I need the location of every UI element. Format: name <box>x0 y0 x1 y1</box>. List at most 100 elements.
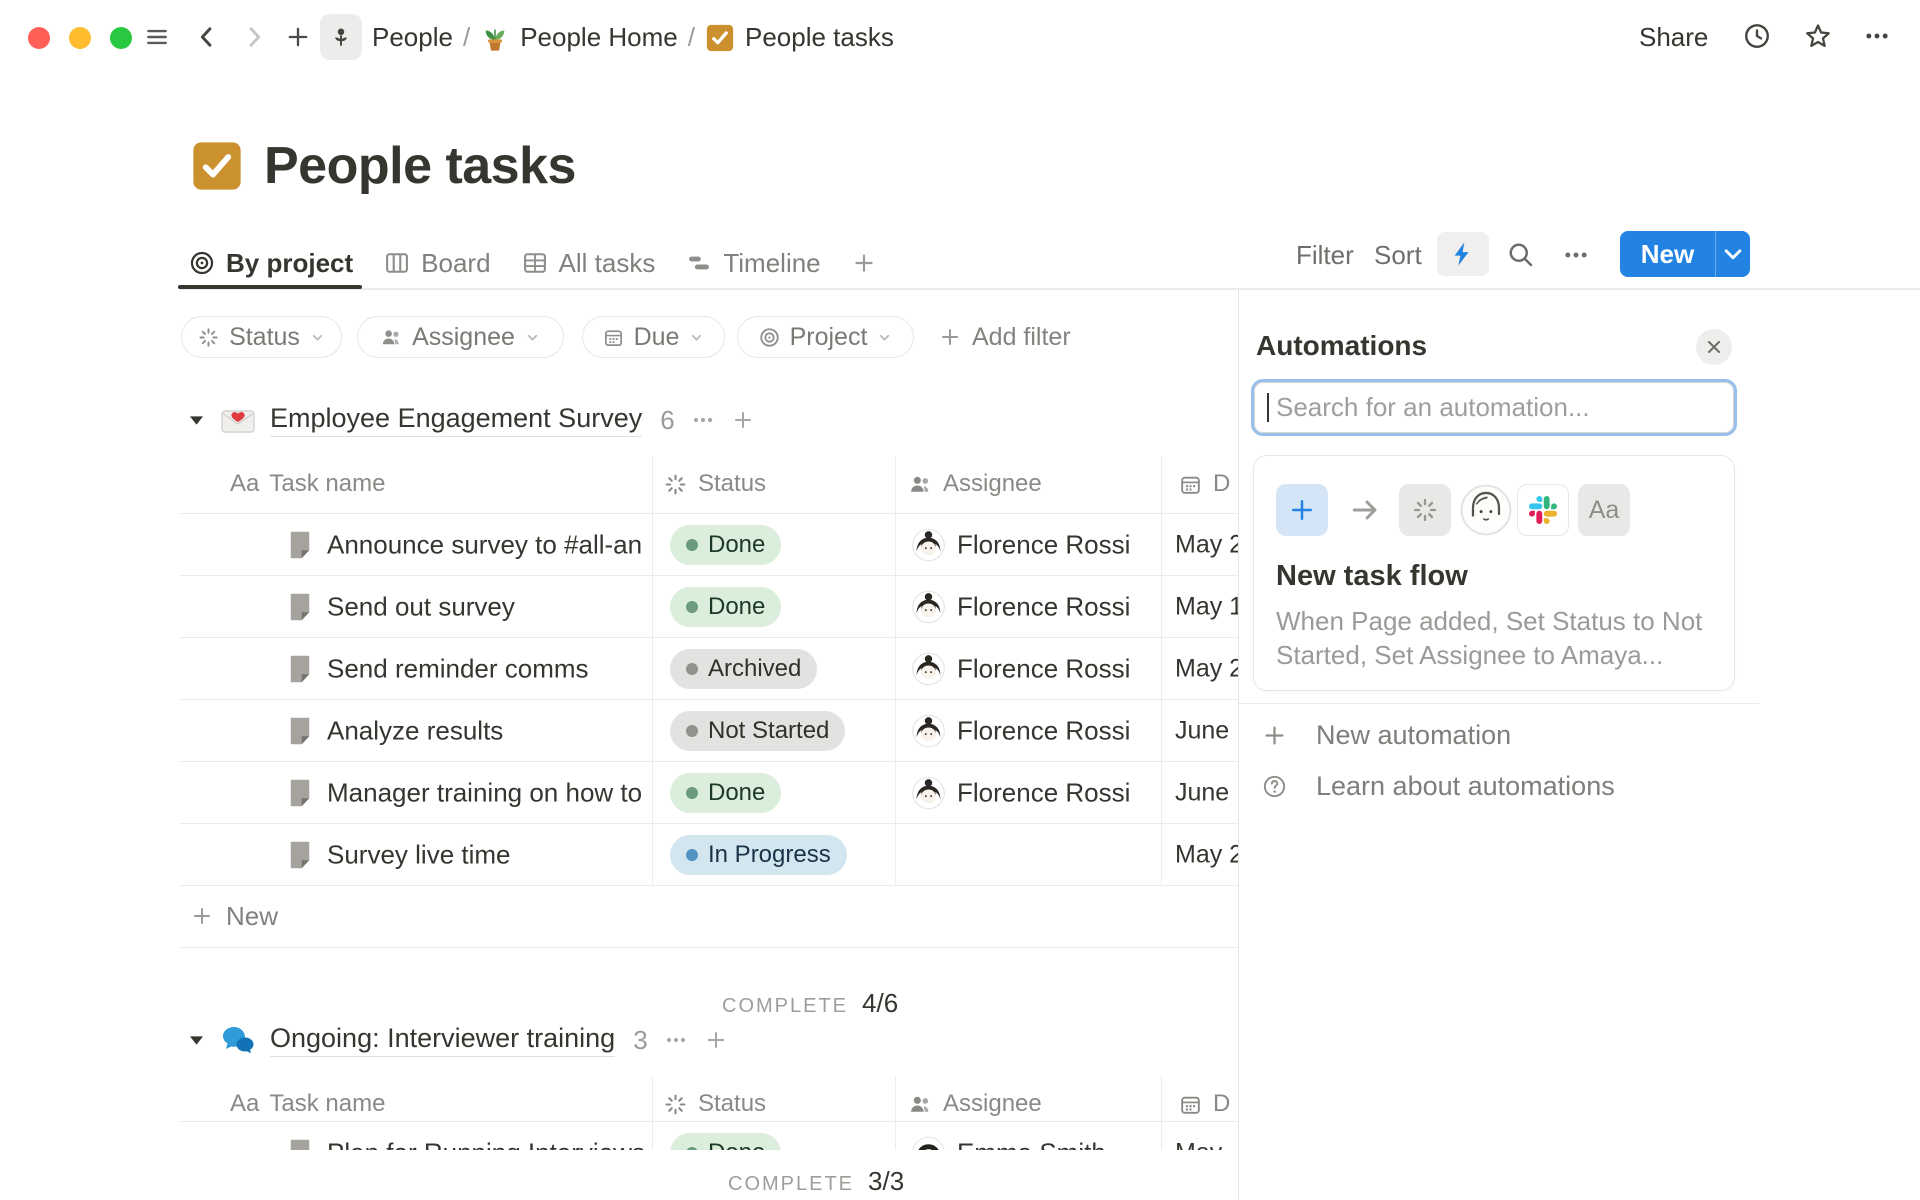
new-dropdown-chevron-icon[interactable] <box>1718 239 1748 269</box>
table-row[interactable]: Send reminder comms Archived Florence Ro… <box>180 638 1240 700</box>
automations-button[interactable] <box>1437 232 1489 276</box>
traffic-light-minimize[interactable] <box>69 27 91 49</box>
assignee-cell[interactable]: Florence Rossi <box>912 529 1130 562</box>
task-name-cell[interactable]: Send out survey <box>327 591 515 623</box>
view-more-icon[interactable] <box>1560 241 1592 269</box>
new-button[interactable]: New <box>1620 231 1750 277</box>
status-cell[interactable]: Done <box>670 525 782 565</box>
status-cell[interactable]: Not Started <box>670 711 846 751</box>
filter-chip-assignee[interactable]: Assignee <box>357 316 564 358</box>
status-cell[interactable]: Done <box>670 1133 782 1150</box>
column-header-assignee[interactable]: Assignee <box>908 456 1042 512</box>
traffic-light-zoom[interactable] <box>110 27 132 49</box>
status-dot <box>686 663 698 675</box>
assignee-cell[interactable]: Florence Rossi <box>912 653 1130 686</box>
forward-icon[interactable] <box>240 23 268 51</box>
automation-search <box>1251 379 1737 436</box>
assignee-cell[interactable]: Florence Rossi <box>912 591 1130 624</box>
add-view-icon[interactable] <box>851 250 877 276</box>
traffic-light-close[interactable] <box>28 27 50 49</box>
task-name-cell[interactable]: Analyze results <box>327 715 504 747</box>
new-task-row[interactable]: New <box>190 886 278 946</box>
tab-by-project[interactable]: By project <box>188 248 353 279</box>
new-automation-button[interactable]: New automation <box>1261 720 1511 751</box>
automation-card-description: When Page added, Set Status to Not Start… <box>1276 606 1703 670</box>
automation-card-new-task-flow[interactable]: Aa New task flow When Page added, Set St… <box>1253 455 1735 691</box>
task-name-cell[interactable]: Plan for Running Interviews <box>327 1137 645 1150</box>
due-cell[interactable]: May 2 <box>1175 530 1240 559</box>
table-row[interactable]: Announce survey to #all-an Done Florence… <box>180 514 1240 576</box>
due-cell[interactable]: May 2 <box>1175 840 1240 869</box>
table-row[interactable]: Manager training on how to Done Florence… <box>180 762 1240 824</box>
back-icon[interactable] <box>193 23 221 51</box>
group-more-icon[interactable] <box>689 408 717 432</box>
due-cell[interactable]: June <box>1175 716 1230 745</box>
close-icon <box>1702 335 1726 359</box>
filter-button[interactable]: Filter <box>1296 240 1354 270</box>
workspace-icon[interactable] <box>320 14 362 60</box>
column-header-status[interactable]: Status <box>663 1076 766 1132</box>
group-complete-summary[interactable]: COMPLETE 3/3 <box>728 1166 905 1196</box>
status-cell[interactable]: Done <box>670 587 782 627</box>
task-name-cell[interactable]: Survey live time <box>327 839 511 871</box>
group-title[interactable]: Employee Engagement Survey <box>270 403 643 437</box>
breadcrumb-people-home[interactable]: People Home <box>520 22 678 52</box>
due-cell[interactable]: May 2 <box>1175 654 1240 683</box>
slack-action-icon <box>1517 484 1569 536</box>
collapse-toggle-icon[interactable] <box>187 411 206 430</box>
status-cell[interactable]: Done <box>670 773 782 813</box>
task-name-cell[interactable]: Announce survey to #all-an <box>327 529 643 561</box>
column-divider <box>652 1076 653 1150</box>
task-name-cell[interactable]: Manager training on how to <box>327 777 643 809</box>
due-cell[interactable]: May <box>1175 1139 1222 1151</box>
filter-chip-project[interactable]: Project <box>737 316 914 358</box>
filter-chip-status[interactable]: Status <box>181 316 342 358</box>
column-header-assignee[interactable]: Assignee <box>908 1076 1042 1132</box>
add-filter-button[interactable]: Add filter <box>938 316 1071 358</box>
new-page-icon[interactable] <box>284 23 312 51</box>
tab-timeline[interactable]: Timeline <box>685 248 821 279</box>
page-title[interactable]: People tasks <box>264 137 576 195</box>
calendar-icon <box>1178 1092 1203 1117</box>
text-action-icon: Aa <box>1578 484 1630 536</box>
favorite-star-icon[interactable] <box>1803 21 1833 51</box>
tab-board[interactable]: Board <box>383 248 491 279</box>
status-cell[interactable]: Archived <box>670 649 818 689</box>
updates-clock-icon[interactable] <box>1742 21 1772 51</box>
sidebar-menu-icon[interactable] <box>142 24 172 50</box>
table-row[interactable]: Analyze results Not Started Florence Ros… <box>180 700 1240 762</box>
column-header-due[interactable]: D <box>1178 1076 1230 1132</box>
group-add-icon[interactable] <box>704 1028 728 1052</box>
page-checkbox-icon[interactable] <box>190 139 244 193</box>
group-more-icon[interactable] <box>662 1028 690 1052</box>
status-cell[interactable]: In Progress <box>670 835 847 875</box>
group-title[interactable]: Ongoing: Interviewer training <box>270 1023 616 1057</box>
column-header-task-name[interactable]: Aa Task name <box>230 470 386 497</box>
collapse-toggle-icon[interactable] <box>187 1031 206 1050</box>
automation-search-input[interactable] <box>1251 379 1737 436</box>
learn-about-automations-link[interactable]: Learn about automations <box>1261 771 1615 802</box>
assignee-cell[interactable]: Florence Rossi <box>912 715 1130 748</box>
panel-close-button[interactable] <box>1696 329 1732 365</box>
share-button[interactable]: Share <box>1639 22 1709 52</box>
breadcrumb-people[interactable]: People <box>372 22 453 52</box>
assignee-cell[interactable]: Emma Smith <box>912 1137 1106 1150</box>
due-cell[interactable]: May 1 <box>1175 592 1240 621</box>
tab-all-tasks[interactable]: All tasks <box>521 248 655 279</box>
due-cell[interactable]: June <box>1175 778 1230 807</box>
column-header-due[interactable]: D <box>1178 456 1230 512</box>
table-row[interactable]: Plan for Running Interviews Done Emma Sm… <box>180 1122 1240 1150</box>
table-row[interactable]: Send out survey Done Florence Rossi May … <box>180 576 1240 638</box>
group-complete-summary[interactable]: COMPLETE 4/6 <box>722 988 899 1018</box>
filter-chip-due[interactable]: Due <box>582 316 725 358</box>
column-header-task-name[interactable]: Aa Task name <box>230 1090 386 1117</box>
assignee-cell[interactable]: Florence Rossi <box>912 777 1130 810</box>
search-icon[interactable] <box>1506 240 1536 270</box>
group-add-icon[interactable] <box>731 408 755 432</box>
task-name-cell[interactable]: Send reminder comms <box>327 653 589 685</box>
table-row[interactable]: Survey live time In Progress May 2 <box>180 824 1240 886</box>
more-options-icon[interactable] <box>1862 22 1892 50</box>
column-header-status[interactable]: Status <box>663 456 766 512</box>
sort-button[interactable]: Sort <box>1374 240 1422 270</box>
breadcrumb-people-tasks[interactable]: People tasks <box>744 22 894 52</box>
